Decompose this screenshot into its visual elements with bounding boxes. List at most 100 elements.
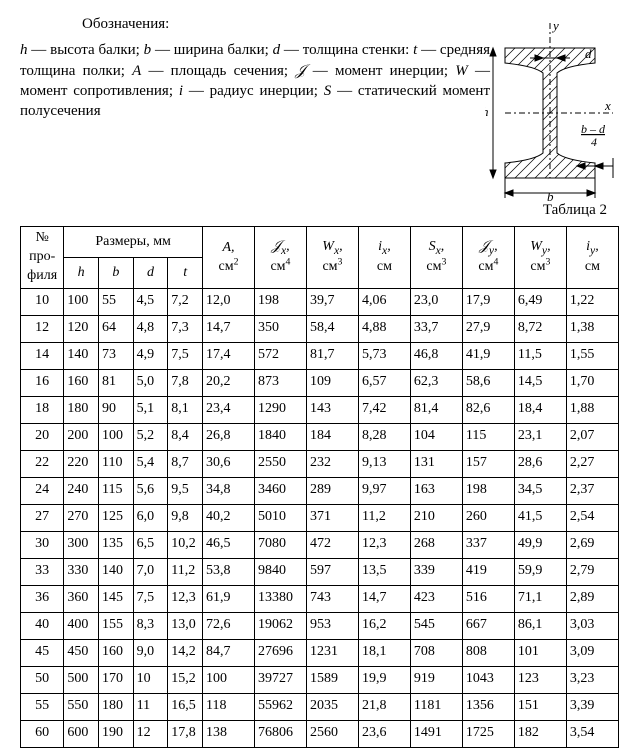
table-cell: 472	[306, 531, 358, 558]
table-cell: 200	[64, 423, 99, 450]
col-h: h	[64, 258, 99, 289]
table-cell: 597	[306, 558, 358, 585]
table-cell: 9,0	[133, 639, 168, 666]
table-row: 363601457,512,361,91338074314,742351671,…	[21, 585, 619, 612]
table-cell: 210	[410, 504, 462, 531]
table-row: 606001901217,813876806256023,61491172518…	[21, 720, 619, 747]
table-cell: 100	[64, 288, 99, 315]
table-cell: 1181	[410, 693, 462, 720]
table-cell: 743	[306, 585, 358, 612]
table-cell: 8,72	[514, 315, 566, 342]
table-cell: 140	[64, 342, 99, 369]
table-cell: 232	[306, 450, 358, 477]
table-cell: 7,3	[168, 315, 203, 342]
table-cell: 3,54	[566, 720, 618, 747]
table-cell: 11,5	[514, 342, 566, 369]
table-cell: 73	[98, 342, 133, 369]
table-cell: 808	[462, 639, 514, 666]
table-cell: 72,6	[202, 612, 254, 639]
table-cell: 2,54	[566, 504, 618, 531]
table-cell: 2,27	[566, 450, 618, 477]
table-row: 10100554,57,212,019839,74,0623,017,96,49…	[21, 288, 619, 315]
col-dims-group: Размеры, мм	[64, 227, 203, 258]
table-cell: 3,03	[566, 612, 618, 639]
profiles-table: № про- филя Размеры, мм A,см2 𝒥x,см4 Wx,…	[20, 226, 619, 748]
table-cell: 9,97	[358, 477, 410, 504]
table-cell: 5010	[254, 504, 306, 531]
table-cell: 140	[98, 558, 133, 585]
table-cell: 16,2	[358, 612, 410, 639]
table-cell: 289	[306, 477, 358, 504]
table-cell: 23,4	[202, 396, 254, 423]
table-cell: 7,42	[358, 396, 410, 423]
col-Sx: Sx,см3	[410, 227, 462, 289]
designations-body: h — высота балки; b — ширина балки; d — …	[20, 40, 490, 121]
table-cell: 9840	[254, 558, 306, 585]
table-cell: 545	[410, 612, 462, 639]
table-cell: 1491	[410, 720, 462, 747]
table-cell: 6,5	[133, 531, 168, 558]
table-cell: 371	[306, 504, 358, 531]
table-cell: 23,6	[358, 720, 410, 747]
col-Jy: 𝒥y,см4	[462, 227, 514, 289]
col-A: A,см2	[202, 227, 254, 289]
table-row: 12120644,87,314,735058,44,8833,727,98,72…	[21, 315, 619, 342]
table-cell: 350	[254, 315, 306, 342]
table-cell: 46,8	[410, 342, 462, 369]
table-cell: 5,4	[133, 450, 168, 477]
table-cell: 123	[514, 666, 566, 693]
table-cell: 81	[98, 369, 133, 396]
table-cell: 198	[462, 477, 514, 504]
table-cell: 100	[202, 666, 254, 693]
table-cell: 1725	[462, 720, 514, 747]
table-cell: 18,4	[514, 396, 566, 423]
table-cell: 1290	[254, 396, 306, 423]
table-cell: 20,2	[202, 369, 254, 396]
table-cell: 2,79	[566, 558, 618, 585]
table-cell: 26,8	[202, 423, 254, 450]
table-cell: 101	[514, 639, 566, 666]
table-cell: 300	[64, 531, 99, 558]
table-cell: 14,5	[514, 369, 566, 396]
table-cell: 10	[21, 288, 64, 315]
table-cell: 30	[21, 531, 64, 558]
table-cell: 3460	[254, 477, 306, 504]
table-cell: 5,2	[133, 423, 168, 450]
table-row: 505001701015,210039727158919,99191043123…	[21, 666, 619, 693]
table-cell: 337	[462, 531, 514, 558]
table-cell: 184	[306, 423, 358, 450]
table-cell: 8,4	[168, 423, 203, 450]
table-cell: 8,1	[168, 396, 203, 423]
table-cell: 5,1	[133, 396, 168, 423]
table-cell: 5,73	[358, 342, 410, 369]
table-cell: 516	[462, 585, 514, 612]
table-cell: 667	[462, 612, 514, 639]
table-cell: 1,88	[566, 396, 618, 423]
table-cell: 46,5	[202, 531, 254, 558]
table-cell: 180	[98, 693, 133, 720]
table-cell: 500	[64, 666, 99, 693]
table-cell: 14,2	[168, 639, 203, 666]
table-cell: 9,5	[168, 477, 203, 504]
table-cell: 21,8	[358, 693, 410, 720]
table-row: 333301407,011,253,8984059713,533941959,9…	[21, 558, 619, 585]
table-row: 272701256,09,840,2501037111,221026041,52…	[21, 504, 619, 531]
table-cell: 27,9	[462, 315, 514, 342]
table-body: 10100554,57,212,019839,74,0623,017,96,49…	[21, 288, 619, 747]
table-row: 242401155,69,534,834602899,9716319834,52…	[21, 477, 619, 504]
table-cell: 2,37	[566, 477, 618, 504]
table-cell: 170	[98, 666, 133, 693]
table-cell: 1231	[306, 639, 358, 666]
table-row: 454501609,014,284,727696123118,170880810…	[21, 639, 619, 666]
table-cell: 110	[98, 450, 133, 477]
table-cell: 12,3	[168, 585, 203, 612]
table-cell: 55	[98, 288, 133, 315]
table-cell: 2560	[306, 720, 358, 747]
label-x: x	[604, 98, 611, 113]
table-cell: 81,7	[306, 342, 358, 369]
table-cell: 14,7	[358, 585, 410, 612]
table-row: 404001558,313,072,61906295316,254566786,…	[21, 612, 619, 639]
table-cell: 59,9	[514, 558, 566, 585]
table-cell: 71,1	[514, 585, 566, 612]
table-cell: 240	[64, 477, 99, 504]
